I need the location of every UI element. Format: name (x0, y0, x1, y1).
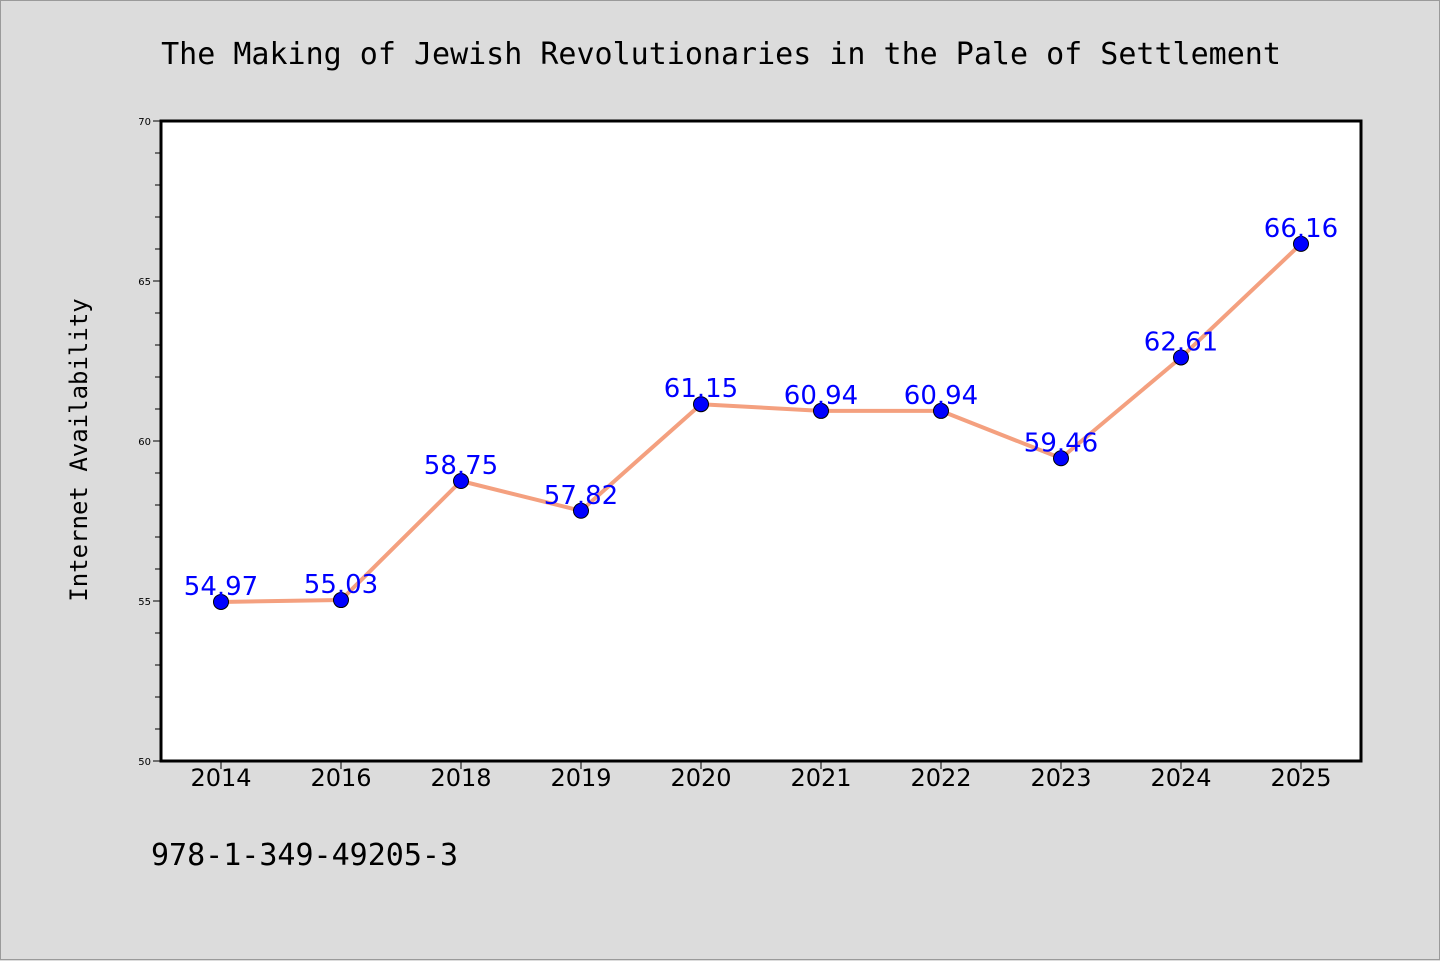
chart-title: The Making of Jewish Revolutionaries in … (161, 37, 1281, 72)
data-point (813, 402, 829, 419)
data-label: 54.97 (184, 572, 258, 602)
x-tick-label: 2016 (310, 764, 371, 792)
plot-area (159, 119, 1363, 763)
data-label: 61.15 (664, 374, 738, 404)
y-tick-label: 55 (138, 597, 151, 608)
series-line (220, 242, 1303, 604)
data-point (333, 592, 349, 609)
data-point (573, 502, 589, 519)
y-tick-label: 65 (138, 277, 151, 288)
data-point (213, 593, 229, 610)
series-layer (213, 235, 1309, 610)
data-point (453, 473, 469, 489)
data-label: 57.82 (544, 481, 618, 511)
x-tick-label: 2021 (790, 764, 851, 792)
x-axis: 2014 2016 2018 2019 2020 2021 2022 2023 2024 2025 (190, 761, 1332, 792)
data-label: 62.61 (1144, 327, 1218, 357)
x-tick-label: 2018 (430, 764, 491, 792)
x-tick-label: 2022 (910, 764, 971, 792)
x-tick-label: 2019 (550, 764, 611, 792)
x-tick-label: 2020 (670, 764, 731, 792)
data-label: 58.75 (424, 451, 498, 481)
data-label: 55.03 (304, 570, 378, 600)
data-point (1173, 349, 1189, 366)
data-point (933, 402, 949, 419)
x-tick-label: 2023 (1030, 764, 1091, 792)
x-tick-label: 2014 (190, 764, 251, 792)
y-tick-label: 50 (138, 757, 151, 768)
data-point (693, 396, 709, 413)
y-axis: 50 55 60 65 70 (138, 117, 161, 768)
data-label: 60.94 (784, 381, 858, 411)
x-tick-label: 2024 (1150, 764, 1211, 792)
data-labels: 54.97 55.03 58.75 57.82 61.15 60.94 60.94 59.46… (184, 214, 1338, 602)
data-point (1293, 235, 1309, 252)
x-tick-label: 2025 (1270, 764, 1331, 792)
y-axis-label: Internet Availability (65, 298, 93, 601)
data-point (1053, 450, 1069, 467)
y-tick-label: 60 (138, 437, 151, 448)
isbn-text: 978-1-349-49205-3 (151, 838, 458, 873)
data-label: 66.16 (1264, 214, 1338, 244)
y-tick-label: 70 (138, 117, 151, 128)
data-label: 59.46 (1024, 428, 1098, 458)
data-label: 60.94 (904, 381, 978, 411)
